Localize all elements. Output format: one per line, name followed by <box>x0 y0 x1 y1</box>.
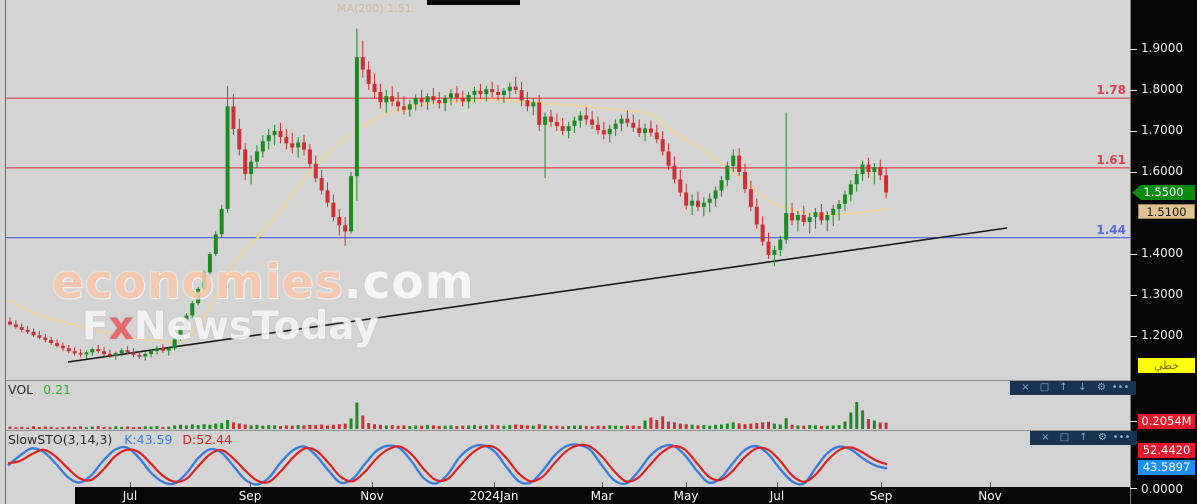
time-tick-mark <box>372 482 373 487</box>
time-tick-label: 2024Jan <box>469 489 519 503</box>
price-tick-mark <box>1130 254 1137 255</box>
vol-maximize-icon[interactable]: □ <box>1039 382 1050 393</box>
time-tick-label: Jul <box>769 489 785 503</box>
time-tick-mark <box>777 482 778 487</box>
price-tick-label: 1.7000 <box>1141 123 1183 137</box>
time-tick-label: Jul <box>122 489 138 503</box>
vol-move-up-icon[interactable]: ↑ <box>1059 382 1068 393</box>
price-tick-label: 1.8000 <box>1141 82 1183 96</box>
chart-background <box>0 0 1130 504</box>
time-tick-label: May <box>673 489 699 503</box>
price-tick-label: 1.9000 <box>1141 41 1183 55</box>
sto-panel-toolbar[interactable]: × □ ↑ ⚙ ••• <box>1030 431 1137 445</box>
level-label-1.61: 1.61 <box>1096 152 1126 167</box>
vol-close-icon[interactable]: × <box>1021 382 1030 393</box>
last-price-badge: 1.5500 <box>1132 185 1195 200</box>
sto-zero-label: 0.0000 <box>1141 482 1183 496</box>
level-label-1.44: 1.44 <box>1096 222 1126 237</box>
price-tick-mark <box>1130 172 1137 173</box>
sto-panel-header: SlowSTO(3,14,3) K:43.59 D:52.44 <box>8 432 232 447</box>
time-tick-mark <box>686 482 687 487</box>
vol-sto-divider[interactable] <box>5 430 1130 431</box>
volume-value: 0.21 <box>43 382 71 397</box>
time-tick-label: Mar <box>590 489 614 503</box>
time-tick-label: Nov <box>360 489 384 503</box>
price-tick-mark <box>1130 90 1137 91</box>
volume-panel-toolbar[interactable]: × □ ↑ ↓ ⚙ ••• <box>1010 381 1136 395</box>
price-tick-label: 1.4000 <box>1141 246 1183 260</box>
ma-indicator-label: MA(200) 1.51 <box>337 2 412 15</box>
sto-d-badge: 52.4420 <box>1138 443 1195 458</box>
sto-close-icon[interactable]: × <box>1041 432 1050 443</box>
sto-k-badge: 43.5897 <box>1138 460 1195 475</box>
ma-price-badge: 1.5100 <box>1138 204 1195 219</box>
axis-tick-mark <box>1130 488 1137 489</box>
main-vol-divider[interactable] <box>5 380 1130 381</box>
price-tick-mark <box>1130 131 1137 132</box>
time-tick-mark <box>881 482 882 487</box>
sto-move-up-icon[interactable]: ↑ <box>1079 432 1088 443</box>
sto-k-value: K:43.59 <box>124 432 173 447</box>
sto-maximize-icon[interactable]: □ <box>1059 432 1070 443</box>
price-tick-label: 1.6000 <box>1141 164 1183 178</box>
time-tick-label: Sep <box>238 489 262 503</box>
top-bar-artifact <box>427 0 520 5</box>
price-tick-mark <box>1130 49 1137 50</box>
price-tick-label: 1.3000 <box>1141 287 1183 301</box>
volume-title: VOL <box>8 382 34 397</box>
time-tick-label: Nov <box>978 489 1002 503</box>
vol-settings-icon[interactable]: ⚙ <box>1097 382 1106 393</box>
price-tick-label: 1.2000 <box>1141 328 1183 342</box>
sto-settings-icon[interactable]: ⚙ <box>1098 432 1107 443</box>
axis-tick-mark <box>1130 421 1137 422</box>
scale-type-badge[interactable]: خطي <box>1138 358 1195 373</box>
time-tick-mark <box>990 482 991 487</box>
volume-panel-header: VOL 0.21 <box>8 382 71 397</box>
vol-move-down-icon[interactable]: ↓ <box>1078 382 1087 393</box>
vol-more-icon[interactable]: ••• <box>1111 382 1130 393</box>
sto-d-value: D:52.44 <box>182 432 233 447</box>
time-axis[interactable] <box>75 487 1130 504</box>
price-tick-mark <box>1130 295 1137 296</box>
time-tick-mark <box>130 482 131 487</box>
time-tick-mark <box>602 482 603 487</box>
sto-more-icon[interactable]: ••• <box>1112 432 1131 443</box>
volume-axis-badge: 0.2054M <box>1138 414 1195 429</box>
left-border <box>5 0 6 504</box>
level-label-1.78: 1.78 <box>1096 83 1126 98</box>
time-tick-label: Sep <box>869 489 893 503</box>
price-tick-mark <box>1130 336 1137 337</box>
time-tick-mark <box>250 482 251 487</box>
sto-title: SlowSTO(3,14,3) <box>8 432 113 447</box>
time-tick-mark <box>494 482 495 487</box>
